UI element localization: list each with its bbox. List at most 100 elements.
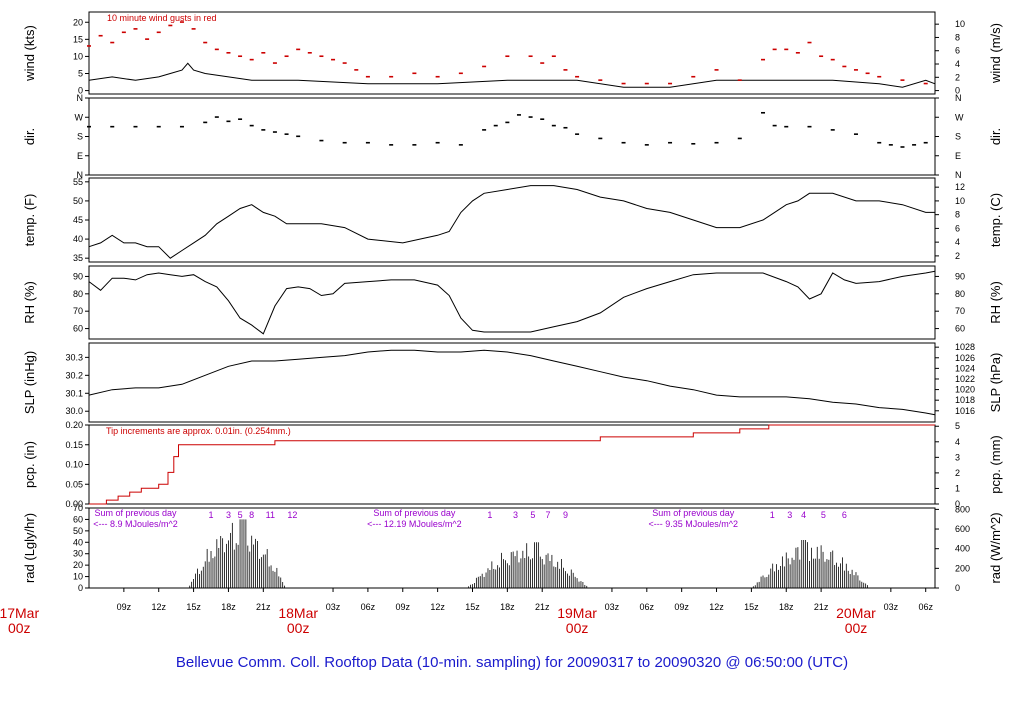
slp-ylabel: SLP (inHg) <box>22 351 37 414</box>
rad-sum-value: <--- 8.9 MJoules/m^2 <box>93 519 178 529</box>
wind-point <box>853 69 858 71</box>
x-tick-label: 18z <box>221 602 236 612</box>
slp-ytick-label: 30.1 <box>65 388 83 398</box>
dir-point <box>540 118 545 120</box>
rad-ytick-right-label: 600 <box>955 524 970 534</box>
slp-ytick-right-label: 1016 <box>955 406 975 416</box>
rad-sum-value: <--- 12.19 MJoules/m^2 <box>367 519 462 529</box>
x-tick-label: 09z <box>117 602 132 612</box>
wind-point <box>389 75 394 78</box>
pcp-ytick-label: 0.20 <box>65 420 83 430</box>
x-tick-label: 21z <box>814 602 829 612</box>
rh-ytick-label: 80 <box>73 289 83 299</box>
wind-point <box>214 48 219 51</box>
x-tick-label: 18z <box>779 602 794 612</box>
rad-ytick-label: 30 <box>73 549 83 559</box>
wind-point <box>900 79 905 81</box>
wind-point <box>644 82 649 85</box>
dir-point <box>737 137 742 140</box>
dir-ylabel: dir. <box>22 128 37 145</box>
wind-point <box>737 79 742 81</box>
wind-point <box>110 41 115 44</box>
wind-point <box>865 72 870 75</box>
wind-point <box>272 62 277 64</box>
pcp-ytick-right-label: 4 <box>955 437 960 447</box>
dir-point <box>249 124 254 127</box>
wind-point <box>435 75 440 78</box>
temp-ytick-right-label: 8 <box>955 210 960 220</box>
wind-point <box>121 31 126 34</box>
rh-ytick-right-label: 90 <box>955 271 965 281</box>
slp-ytick-label: 30.2 <box>65 370 83 380</box>
wind-point <box>458 72 463 75</box>
temp-ytick-label: 45 <box>73 215 83 225</box>
rad-frame <box>88 507 936 589</box>
wind-point <box>98 34 103 37</box>
wind-point <box>249 58 254 61</box>
slp-ytick-right-label: 1018 <box>955 395 975 405</box>
rad-hour-mark: 7 <box>546 510 551 520</box>
rad-hour-mark: 1 <box>770 510 775 520</box>
dir-point <box>435 141 440 144</box>
dir-ytick-right-label: W <box>955 112 964 122</box>
wind-point <box>772 48 777 51</box>
wind-point <box>830 58 835 61</box>
x-tick-label: 12z <box>430 602 445 612</box>
wind-point <box>551 55 556 58</box>
pcp-ytick-right-label: 0 <box>955 499 960 509</box>
dir-point <box>110 125 115 128</box>
dir-point <box>830 129 835 131</box>
dir-point <box>551 124 556 127</box>
wind-ytick-right-label: 6 <box>955 46 960 56</box>
dir-ytick-label: N <box>77 93 84 103</box>
wind-ytick-label: 15 <box>73 34 83 44</box>
wind-point <box>307 52 312 54</box>
pcp-series-line <box>89 424 935 505</box>
rad-hour-mark: 1 <box>209 510 214 520</box>
dir-ytick-label: E <box>77 151 83 161</box>
dir-point <box>296 135 301 138</box>
rad-ylabel-right: rad (W/m^2) <box>988 512 1003 583</box>
dir-point <box>923 141 928 144</box>
dir-point <box>784 125 789 128</box>
wind-point <box>203 41 208 44</box>
rad-hour-mark: 5 <box>821 510 826 520</box>
wind-point <box>482 65 487 68</box>
temp-ytick-label: 50 <box>73 196 83 206</box>
dir-ytick-label: W <box>75 112 84 122</box>
temp-ytick-label: 35 <box>73 253 83 263</box>
wind-ylabel: wind (kts) <box>22 25 37 82</box>
wind-point <box>621 82 626 85</box>
slp-ytick-label: 30.3 <box>65 352 83 362</box>
dir-point <box>238 118 243 120</box>
rad-hour-mark: 11 <box>266 510 275 520</box>
rad-hour-mark: 12 <box>287 510 297 520</box>
wind-point <box>331 58 336 61</box>
temp-ytick-right-label: 4 <box>955 237 960 247</box>
wind-point <box>784 48 789 51</box>
rh-frame <box>88 265 936 340</box>
rad-ytick-label: 60 <box>73 514 83 524</box>
wind-point <box>819 55 824 58</box>
dir-point <box>575 133 580 135</box>
wind-point <box>842 65 847 68</box>
dir-point <box>644 144 649 146</box>
wind-point <box>575 75 580 78</box>
day-label-hour: 00z <box>566 620 589 636</box>
wind-series-line <box>88 62 936 88</box>
wind-ytick-label: 20 <box>73 17 83 27</box>
x-tick-label: 12z <box>709 602 724 612</box>
dir-point <box>493 124 498 127</box>
wind-point <box>156 31 161 34</box>
dir-point <box>203 121 208 124</box>
wind-point <box>365 75 370 78</box>
rad-hour-mark: 6 <box>842 510 847 520</box>
x-tick-label: 18z <box>500 602 515 612</box>
dir-point <box>761 111 766 114</box>
wind-point <box>87 45 91 47</box>
wind-point <box>668 82 673 85</box>
temp-ylabel: temp. (F) <box>22 194 37 247</box>
dir-point <box>319 139 324 142</box>
rh-ytick-right-label: 60 <box>955 324 965 334</box>
